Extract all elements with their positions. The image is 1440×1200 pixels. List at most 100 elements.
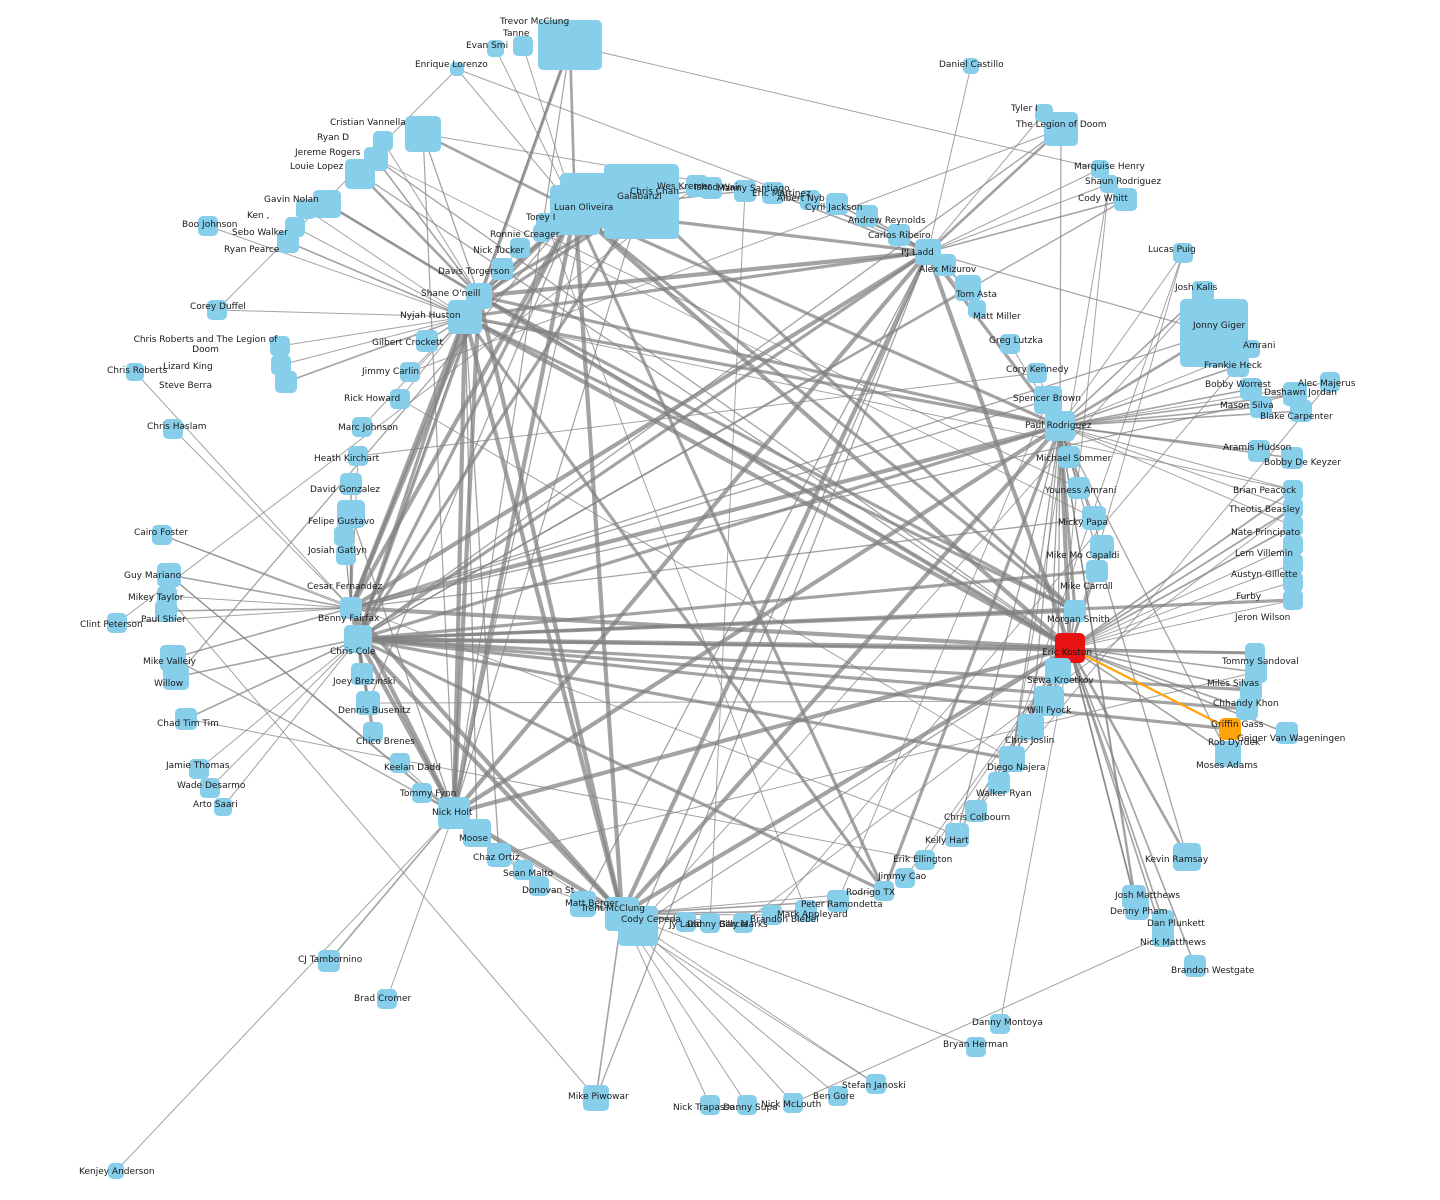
graph-node[interactable]	[412, 783, 432, 803]
graph-node[interactable]	[1173, 843, 1201, 871]
graph-node[interactable]	[988, 772, 1010, 794]
graph-node[interactable]	[487, 40, 504, 57]
graph-node[interactable]	[296, 199, 316, 219]
graph-node[interactable]	[345, 159, 375, 189]
graph-node[interactable]	[336, 545, 356, 565]
graph-node[interactable]	[915, 850, 935, 870]
graph-node[interactable]	[491, 258, 513, 280]
graph-node[interactable]	[152, 525, 172, 545]
graph-node[interactable]	[318, 950, 340, 972]
graph-node[interactable]	[762, 182, 784, 204]
graph-node[interactable]	[352, 417, 372, 437]
graph-node[interactable]	[1068, 477, 1090, 499]
graph-node[interactable]	[570, 891, 596, 917]
graph-node[interactable]	[207, 300, 227, 320]
graph-node[interactable]	[762, 905, 782, 925]
graph-node[interactable]	[733, 913, 753, 933]
graph-node[interactable]	[400, 362, 420, 382]
graph-node[interactable]	[1045, 658, 1071, 684]
graph-node[interactable]	[271, 355, 291, 375]
graph-node[interactable]	[999, 746, 1025, 772]
graph-node[interactable]	[487, 843, 511, 867]
graph-node[interactable]	[340, 473, 362, 495]
graph-node[interactable]	[734, 180, 756, 202]
graph-node[interactable]	[214, 798, 232, 816]
graph-node[interactable]	[826, 193, 848, 215]
graph-node[interactable]	[1058, 446, 1080, 468]
graph-node[interactable]	[377, 989, 397, 1009]
graph-node[interactable]	[1114, 188, 1137, 211]
graph-node[interactable]	[895, 868, 915, 888]
graph-node[interactable]	[1082, 506, 1106, 530]
graph-node[interactable]	[1045, 411, 1075, 441]
graph-node[interactable]	[618, 906, 658, 946]
graph-node[interactable]	[337, 500, 365, 528]
graph-node[interactable]	[1091, 160, 1109, 178]
graph-node[interactable]	[856, 205, 878, 227]
graph-node[interactable]	[1320, 372, 1340, 392]
graph-node[interactable]	[550, 185, 600, 235]
graph-node[interactable]	[1152, 925, 1174, 947]
graph-node[interactable]	[945, 823, 969, 847]
graph-node[interactable]	[1125, 896, 1149, 920]
graph-node[interactable]	[1276, 722, 1298, 744]
graph-node[interactable]	[700, 177, 722, 199]
graph-node[interactable]	[1283, 535, 1303, 555]
graph-node[interactable]	[1064, 600, 1086, 622]
graph-node[interactable]	[1215, 741, 1241, 767]
graph-node[interactable]	[1245, 643, 1265, 663]
graph-node[interactable]	[1034, 686, 1064, 716]
graph-node[interactable]	[1044, 112, 1078, 146]
graph-node[interactable]	[1100, 175, 1118, 193]
graph-node[interactable]	[1248, 440, 1270, 462]
graph-node[interactable]	[888, 224, 910, 246]
graph-node[interactable]	[513, 36, 533, 56]
graph-node[interactable]	[800, 190, 820, 210]
graph-node[interactable]	[874, 881, 894, 901]
graph-node[interactable]	[351, 663, 373, 685]
graph-node[interactable]	[373, 131, 393, 151]
graph-node[interactable]	[827, 890, 849, 912]
graph-node[interactable]	[963, 58, 979, 74]
graph-node[interactable]	[277, 231, 299, 253]
graph-node[interactable]	[1173, 243, 1193, 263]
graph-node[interactable]	[1000, 334, 1020, 354]
graph-node[interactable]	[340, 597, 362, 619]
graph-node[interactable]	[126, 363, 144, 381]
graph-node[interactable]	[1283, 498, 1303, 518]
graph-node[interactable]	[583, 1085, 609, 1111]
graph-node[interactable]	[783, 1093, 803, 1113]
graph-node[interactable]	[1086, 560, 1108, 582]
graph-node[interactable]	[1240, 378, 1262, 400]
graph-node[interactable]	[737, 1095, 757, 1115]
graph-node[interactable]	[795, 900, 817, 922]
graph-node[interactable]	[700, 913, 720, 933]
graph-node[interactable]	[334, 526, 354, 546]
graph-node[interactable]	[163, 664, 189, 690]
graph-node[interactable]	[463, 819, 491, 847]
graph-node[interactable]	[157, 563, 181, 587]
graph-node[interactable]	[450, 62, 464, 76]
graph-node[interactable]	[965, 800, 987, 822]
graph-node[interactable]	[1184, 955, 1206, 977]
graph-node[interactable]	[416, 330, 438, 352]
graph-node[interactable]	[200, 778, 220, 798]
graph-node[interactable]	[1027, 363, 1047, 383]
graph-node[interactable]	[348, 446, 368, 466]
graph-node[interactable]	[356, 691, 380, 715]
graph-node[interactable]	[155, 600, 177, 622]
graph-node[interactable]	[1283, 554, 1303, 574]
graph-node[interactable]	[676, 912, 696, 932]
graph-node[interactable]	[1219, 718, 1241, 740]
graph-node[interactable]	[1240, 679, 1262, 701]
graph-node[interactable]	[1242, 340, 1260, 358]
graph-node[interactable]	[275, 371, 297, 393]
graph-node[interactable]	[1034, 386, 1062, 414]
graph-node[interactable]	[270, 336, 290, 356]
graph-node[interactable]	[1250, 396, 1272, 418]
graph-node[interactable]	[510, 238, 530, 258]
graph-node[interactable]	[1236, 698, 1258, 720]
graph-node[interactable]	[934, 254, 956, 276]
graph-node[interactable]	[866, 1074, 886, 1094]
graph-node[interactable]	[405, 116, 441, 152]
